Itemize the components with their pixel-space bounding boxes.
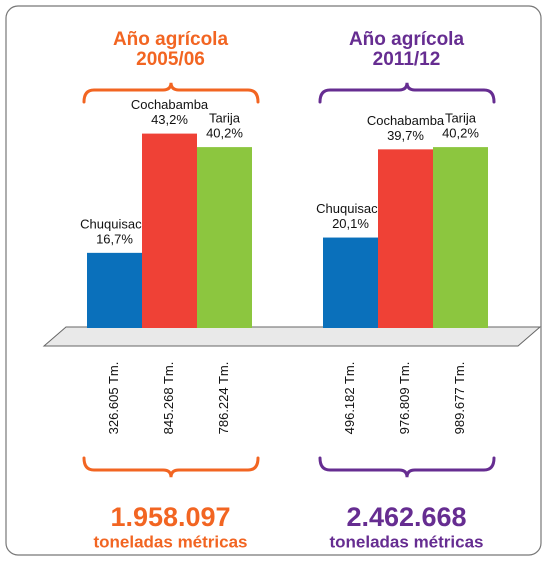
bracket [318,82,496,104]
tonnage-label: 326.605 Tm. [106,362,121,435]
bar [142,133,197,328]
tonnage-label: 496.182 Tm. [342,362,357,435]
bar [433,147,488,328]
bar [378,149,433,328]
bar [197,147,252,328]
value-label: 43,2% [151,112,188,127]
tonnage-label: 845.268 Tm. [161,362,176,435]
group-subtitle: 2005/06 [136,49,205,70]
value-label: 40,2% [442,126,479,141]
bar [87,252,142,328]
total-label: toneladas métricas [329,532,483,551]
total: 2.462.668 [346,502,466,532]
tonnage-label: 989.677 Tm. [452,362,467,435]
floor [42,326,542,347]
value-label: 16,7% [96,231,133,246]
category-label: Chuquisaca [316,201,385,216]
group-title: Año agrícola [349,29,465,50]
bar [323,237,378,328]
tonnage-label: 976.809 Tm. [397,362,412,435]
category-label: Chuquisaca [80,216,149,231]
bracket [82,456,260,478]
group-subtitle: 2011/12 [373,49,441,70]
value-label: 20,1% [332,216,369,231]
category-label: Cochabamba [131,97,209,112]
group-title: Año agrícola [113,29,229,50]
tonnage-label: 786.224 Tm. [216,362,231,435]
category-label: Cochabamba [367,113,445,128]
total: 1.958.097 [110,502,230,532]
value-label: 40,2% [206,126,243,141]
category-label: Tarija [209,111,241,126]
total-label: toneladas métricas [93,532,247,551]
bracket [318,456,496,478]
category-label: Tarija [445,111,477,126]
bracket [82,82,260,104]
value-label: 39,7% [387,128,424,143]
frame [5,5,542,556]
